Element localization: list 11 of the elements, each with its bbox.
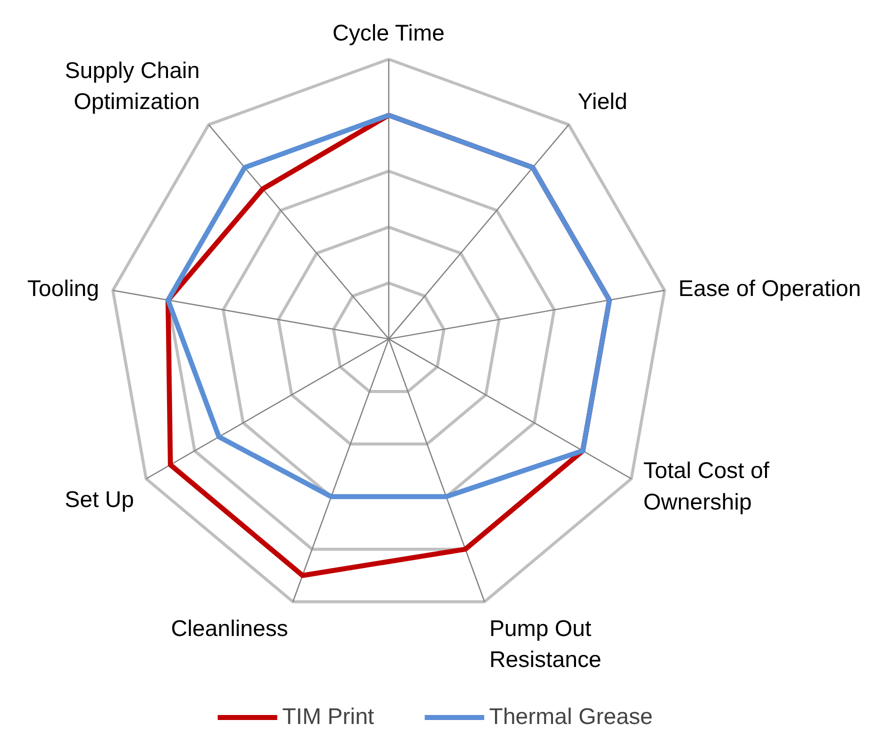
spoke-label: Total Cost of Ownership (643, 457, 770, 514)
spoke-label: Set Up (64, 486, 134, 512)
spoke-label: Cycle Time (332, 19, 445, 46)
spoke-label: Ease of Operation (678, 274, 861, 301)
spoke-label: Yield (578, 88, 628, 114)
legend-label: Thermal Grease (489, 703, 653, 730)
spoke-label: Tooling (27, 274, 100, 301)
spoke-label: Cleanliness (171, 614, 288, 641)
legend-label: TIM Print (282, 703, 374, 730)
spoke-label: Pump Out Resistance (489, 614, 602, 672)
spoke-label: Supply Chain Optimization (64, 56, 200, 114)
